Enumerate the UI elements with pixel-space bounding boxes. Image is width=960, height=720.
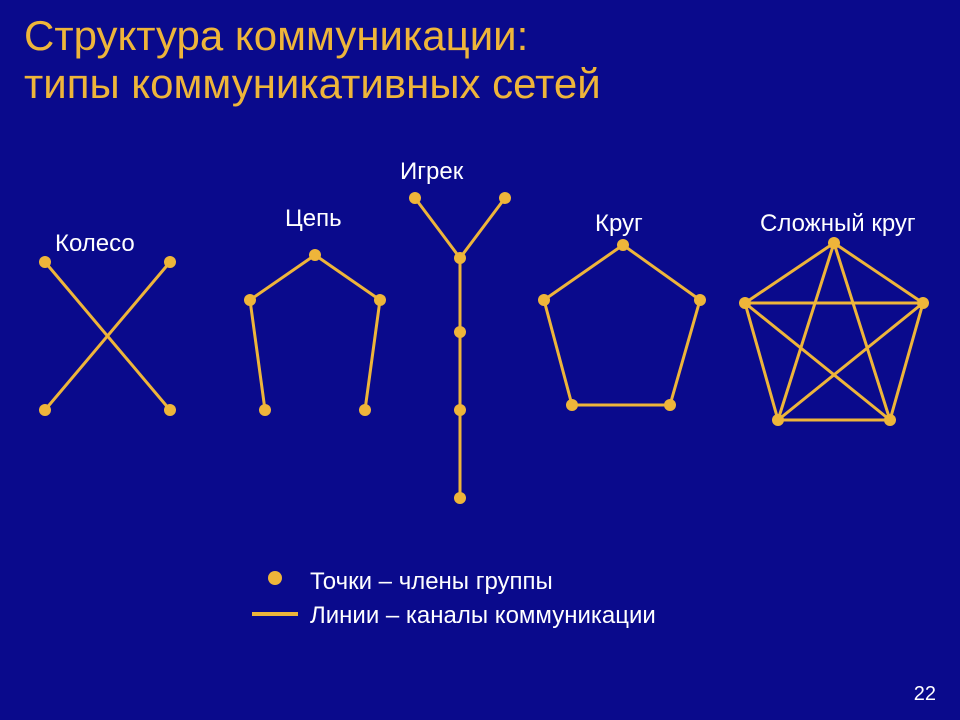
node: [617, 239, 629, 251]
node: [164, 404, 176, 416]
edge: [623, 245, 700, 300]
legend-points-text: Точки – члены группы: [310, 568, 553, 596]
node: [164, 256, 176, 268]
label-wheel: Колесо: [55, 230, 135, 258]
legend: [252, 571, 298, 614]
label-ygrek: Игрек: [400, 158, 463, 186]
edge: [745, 243, 834, 303]
node: [454, 492, 466, 504]
page-number: 22: [914, 683, 936, 706]
network-ygrek: [409, 192, 511, 504]
label-complex-circle: Сложный круг: [760, 210, 916, 238]
edge: [460, 198, 505, 258]
network-wheel: [39, 256, 176, 416]
node: [259, 404, 271, 416]
legend-lines-text: Линии – каналы коммуникации: [310, 602, 656, 630]
edge: [745, 303, 890, 420]
edge: [250, 255, 315, 300]
node: [309, 249, 321, 261]
node: [694, 294, 706, 306]
node: [359, 404, 371, 416]
edge: [778, 243, 834, 420]
node: [39, 404, 51, 416]
node: [917, 297, 929, 309]
edge: [834, 243, 923, 303]
node: [374, 294, 386, 306]
node: [772, 414, 784, 426]
node: [499, 192, 511, 204]
slide: Структура коммуникации: типы коммуникати…: [0, 0, 960, 720]
network-circle: [538, 239, 706, 411]
edge: [544, 245, 623, 300]
node: [39, 256, 51, 268]
node: [664, 399, 676, 411]
edge: [834, 243, 890, 420]
edge: [250, 300, 265, 410]
node: [454, 404, 466, 416]
node: [454, 326, 466, 338]
node: [739, 297, 751, 309]
edge: [778, 303, 923, 420]
edge: [890, 303, 923, 420]
label-chain: Цепь: [285, 205, 342, 233]
node: [828, 237, 840, 249]
label-circle: Круг: [595, 210, 643, 238]
edge: [315, 255, 380, 300]
node: [409, 192, 421, 204]
network-complex-circle: [739, 237, 929, 426]
node: [884, 414, 896, 426]
node: [538, 294, 550, 306]
edge: [365, 300, 380, 410]
edge: [544, 300, 572, 405]
node: [454, 252, 466, 264]
legend-dot-icon: [268, 571, 282, 585]
edge: [745, 303, 778, 420]
network-chain: [244, 249, 386, 416]
edge: [415, 198, 460, 258]
edge: [670, 300, 700, 405]
node: [566, 399, 578, 411]
node: [244, 294, 256, 306]
